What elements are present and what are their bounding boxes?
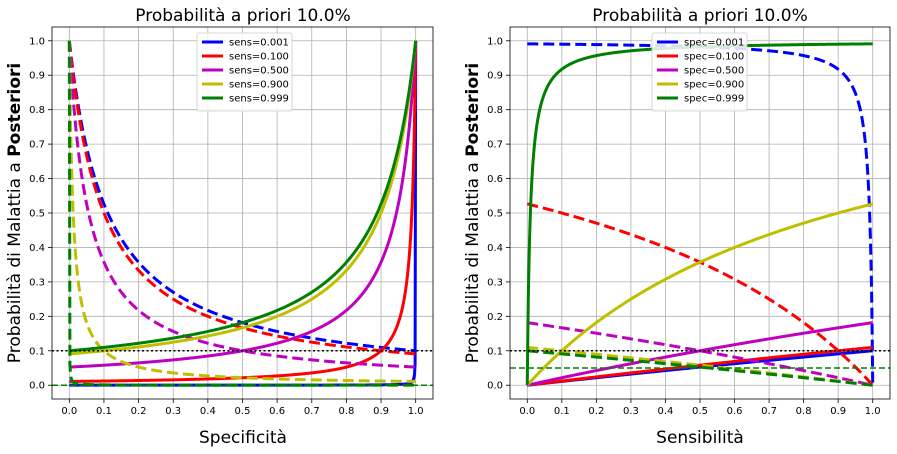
x-tick-label: 0.7 xyxy=(304,406,320,417)
x-tick-label: 0.6 xyxy=(727,406,743,417)
legend-label: spec=0.500 xyxy=(684,66,744,77)
y-axis-label-bold: Posteriori xyxy=(5,63,25,157)
x-tick-label: 0.5 xyxy=(235,406,251,417)
positive-test-curve-spec=0.900 xyxy=(526,202,874,387)
y-tick-label: 1.0 xyxy=(29,36,45,47)
legend-label: sens=0.001 xyxy=(229,38,289,49)
positive-test-curve-sens=0.900 xyxy=(68,40,418,356)
y-tick-label: 0.2 xyxy=(29,312,45,323)
x-tick-label: 0.9 xyxy=(830,406,846,417)
legend-label: spec=0.001 xyxy=(684,38,744,49)
x-tick-label: 1.0 xyxy=(408,406,424,417)
y-tick-label: 0.1 xyxy=(487,346,503,357)
x-tick-label: 0.2 xyxy=(131,406,147,417)
negative-test-curve-spec=0.999 xyxy=(526,349,874,387)
x-tick-label: 0.0 xyxy=(61,406,77,417)
legend-label: sens=0.999 xyxy=(229,94,289,105)
y-axis-label-normal: Probabilità di Malattia a xyxy=(463,157,483,363)
x-tick-label: 0.2 xyxy=(588,406,604,417)
negative-test-curve-spec=0.001 xyxy=(526,42,875,386)
x-tick-label: 0.3 xyxy=(165,406,181,417)
chart-title: Probabilità a priori 10.0% xyxy=(592,6,807,26)
x-tick-label: 0.3 xyxy=(623,406,639,417)
x-tick-label: 0.6 xyxy=(269,406,285,417)
y-tick-label: 1.0 xyxy=(487,36,503,47)
y-tick-label: 0.9 xyxy=(29,71,45,82)
x-axis-label: Specificità xyxy=(199,428,287,448)
y-tick-label: 0.6 xyxy=(487,174,503,185)
y-tick-label: 0.3 xyxy=(487,277,503,288)
y-axis-label: Probabilità di Malattia a Posteriori xyxy=(463,63,483,363)
y-tick-label: 0.4 xyxy=(29,243,45,254)
negative-test-curve-sens=0.500 xyxy=(67,40,417,369)
y-tick-label: 0.0 xyxy=(29,381,45,392)
x-axis-label: Sensibilità xyxy=(656,428,744,448)
x-tick-label: 0.4 xyxy=(200,406,216,417)
legend-box xyxy=(196,32,293,112)
left-chart: 0.0 0.1 0.2 0.3 0.4 0.5 0.6 0.7 0.8 0.9 1.0 0.0 0.1 0… xyxy=(5,6,434,448)
legend-label: sens=0.500 xyxy=(229,66,289,77)
negative-test-curve-sens=0.100 xyxy=(67,40,417,356)
legend-label: spec=0.900 xyxy=(684,80,744,91)
plot-area xyxy=(52,40,433,387)
negative-test-curve-sens=0.900 xyxy=(67,40,417,383)
legend-label: spec=0.999 xyxy=(684,94,744,105)
legend-label: sens=0.900 xyxy=(229,80,289,91)
x-tick-label: 0.8 xyxy=(796,406,812,417)
y-tick-label: 0.5 xyxy=(29,209,45,220)
x-tick-label: 0.8 xyxy=(338,406,354,417)
legend-box xyxy=(651,32,748,112)
y-tick-label: 0.2 xyxy=(487,312,503,323)
positive-test-curve-spec=0.100 xyxy=(526,345,874,387)
x-tick-label: 0.1 xyxy=(96,406,112,417)
y-axis-label: Probabilità di Malattia a Posteriori xyxy=(5,63,25,363)
y-axis-label-normal: Probabilità di Malattia a xyxy=(5,157,25,363)
legend: spec=0.001 spec=0.100 spec=0.500 spec=0.900… xyxy=(651,32,748,112)
x-tick-label: 0.9 xyxy=(373,406,389,417)
y-tick-label: 0.1 xyxy=(29,346,45,357)
y-tick-label: 0.5 xyxy=(487,209,503,220)
x-tick-label: 0.5 xyxy=(692,406,708,417)
x-tick-label: 0.4 xyxy=(658,406,674,417)
y-tick-label: 0.7 xyxy=(487,140,503,151)
y-axis-label-bold: Posteriori xyxy=(463,63,483,157)
y-tick-label: 0.7 xyxy=(29,140,45,151)
plot-area xyxy=(510,42,890,387)
legend-label: spec=0.100 xyxy=(684,52,744,63)
y-tick-label: 0.9 xyxy=(487,71,503,82)
y-tick-label: 0.4 xyxy=(487,243,503,254)
chart-title: Probabilità a priori 10.0% xyxy=(135,6,350,26)
y-tick-label: 0.3 xyxy=(29,277,45,288)
positive-test-curve-sens=0.999 xyxy=(68,40,418,353)
legend: sens=0.001 sens=0.100 sens=0.500 sens=0.900… xyxy=(196,32,293,112)
x-tick-label: 1.0 xyxy=(865,406,881,417)
y-tick-label: 0.0 xyxy=(487,381,503,392)
legend-label: sens=0.100 xyxy=(229,52,289,63)
y-tick-label: 0.8 xyxy=(487,105,503,116)
x-tick-label: 0.1 xyxy=(554,406,570,417)
right-chart: 0.0 0.1 0.2 0.3 0.4 0.5 0.6 0.7 0.8 0.9 1.0 0.0 0.1 0… xyxy=(463,6,891,448)
y-tick-label: 0.6 xyxy=(29,174,45,185)
x-tick-label: 0.0 xyxy=(519,406,535,417)
negative-test-curve-sens=0.999 xyxy=(67,40,417,387)
x-tick-label: 0.7 xyxy=(761,406,777,417)
y-tick-label: 0.8 xyxy=(29,105,45,116)
